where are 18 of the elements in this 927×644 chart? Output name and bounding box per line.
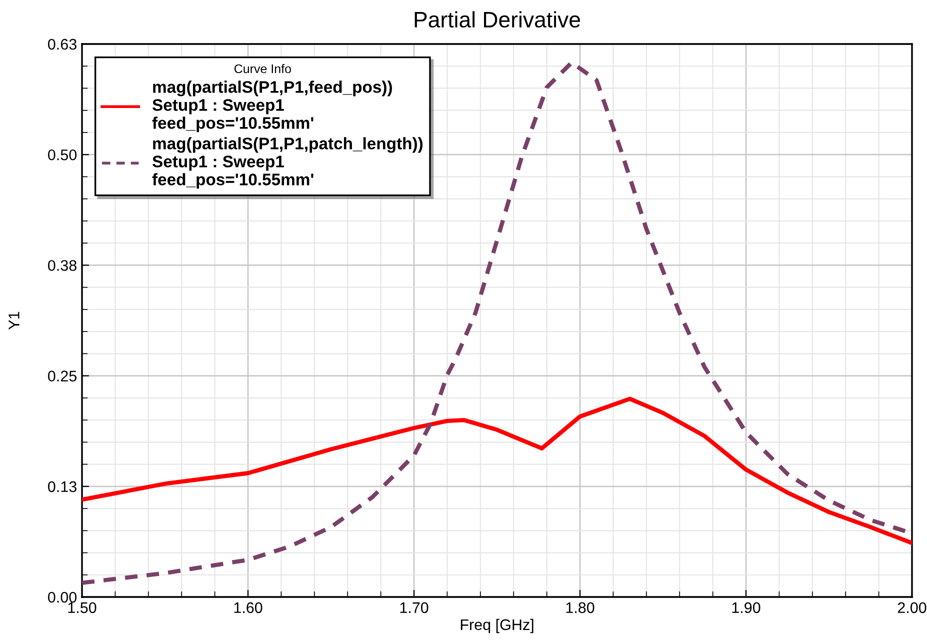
y-tick-label: 0.50 (48, 149, 77, 160)
x-axis-title: Freq [GHz] (460, 618, 534, 634)
x-tick-label: 1.70 (400, 602, 428, 614)
x-tick-label: 2.00 (898, 602, 926, 614)
y-tick-label: 0.38 (48, 260, 76, 271)
x-tick-label: 1.50 (68, 602, 96, 614)
x-tick-label: 1.90 (732, 602, 760, 614)
y-tick-label: 0.00 (48, 592, 77, 603)
y-tick-label: 0.13 (48, 481, 76, 492)
y-axis-title: Y1 (8, 312, 20, 330)
chart-title: Partial Derivative (414, 11, 580, 28)
line-series (82, 396, 912, 546)
y-tick-label: 0.63 (48, 38, 76, 50)
legend-title: Curve Info (234, 64, 291, 74)
x-tick-label: 1.80 (566, 602, 594, 614)
x-tick-label: 1.60 (234, 602, 262, 614)
y-tick-label: 0.25 (48, 370, 76, 382)
legend-label: mag(partialS(P1,P1,patch_length)) Setup1 : Sweep1 feed_pos='10.55mm' (152, 137, 423, 189)
